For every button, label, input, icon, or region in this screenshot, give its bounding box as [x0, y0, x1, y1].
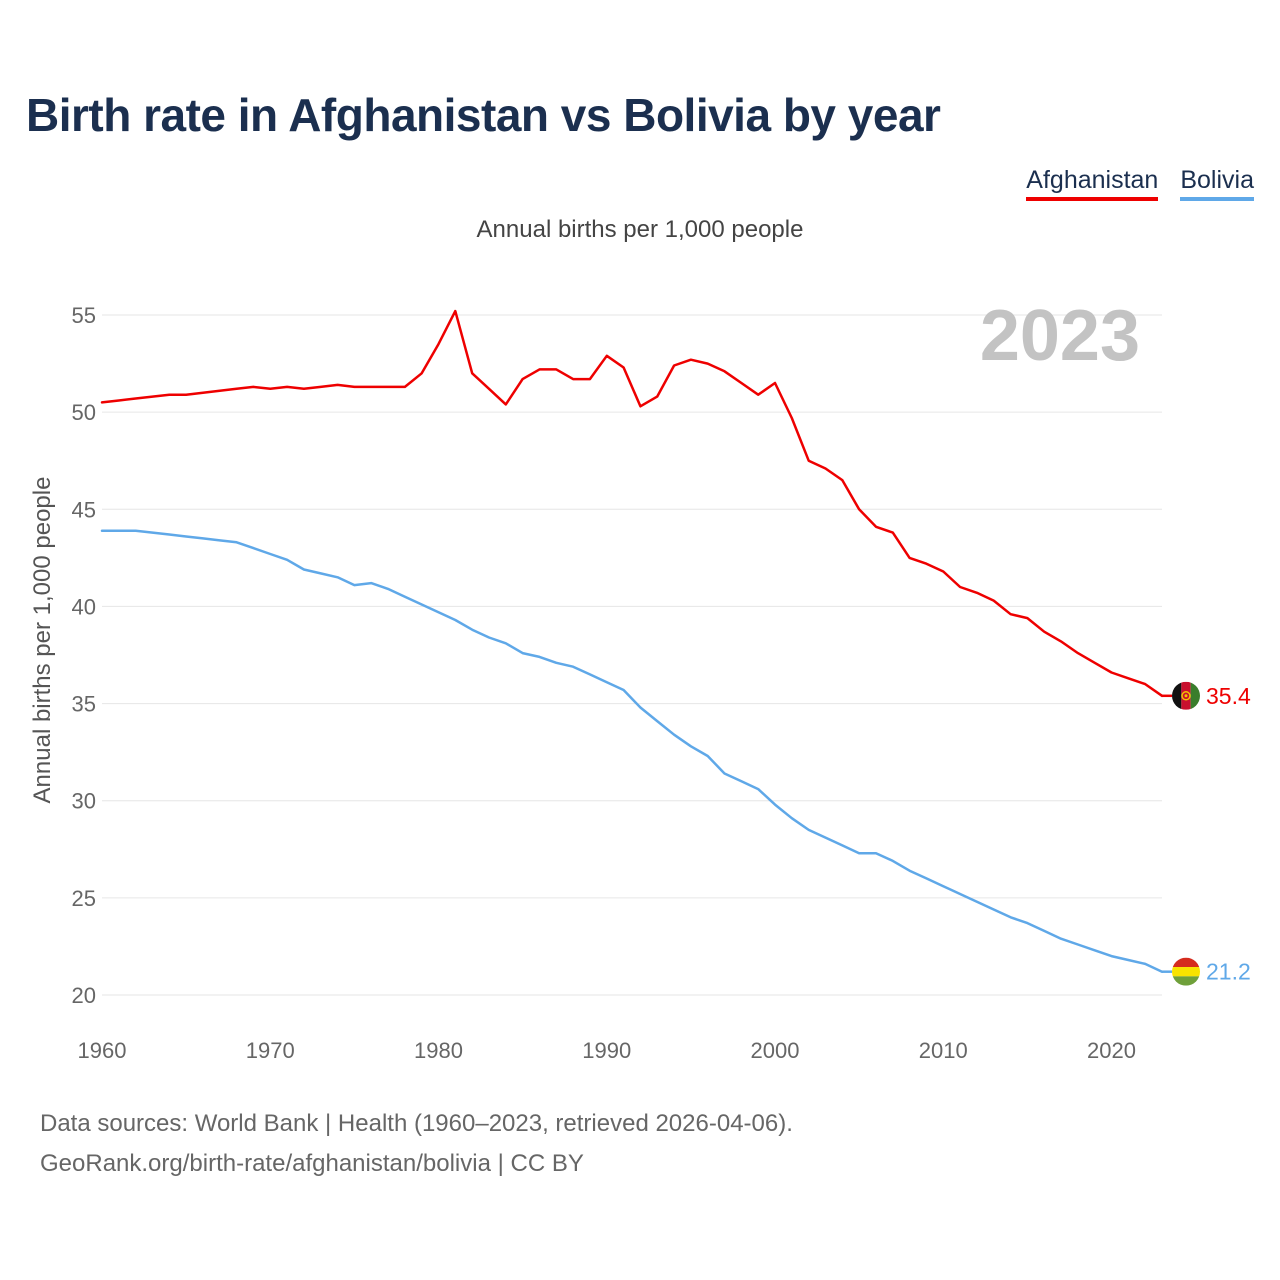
series-line-afghanistan[interactable]: [100, 309, 1164, 698]
y-tick-label-30: 30: [72, 789, 96, 814]
x-axis: 1960 1970 1980 1990 2000 2010 2020: [78, 1038, 1136, 1063]
y-tick-label-45: 45: [72, 497, 96, 522]
year-watermark: 2023: [980, 296, 1140, 376]
x-tick-label-2010: 2010: [919, 1038, 968, 1063]
flag-bolivia-icon: [1172, 957, 1200, 986]
y-tick-label-25: 25: [72, 886, 96, 911]
footer-link[interactable]: GeoRank.org/birth-rate/afghanistan/boliv…: [40, 1150, 584, 1177]
end-markers: 35.4 21.2: [1162, 681, 1251, 986]
legend-item-afghanistan[interactable]: Afghanistan: [1026, 166, 1159, 201]
series-line-bolivia[interactable]: [100, 529, 1164, 973]
chart-title: Birth rate in Afghanistan vs Bolivia by …: [26, 89, 941, 141]
y-tick-label-50: 50: [72, 400, 96, 425]
grid-lines: [102, 314, 1162, 996]
y-tick-label-35: 35: [72, 692, 96, 717]
x-tick-label-2020: 2020: [1087, 1038, 1136, 1063]
chart-subtitle: Annual births per 1,000 people: [476, 216, 804, 243]
legend-item-bolivia[interactable]: Bolivia: [1180, 166, 1254, 201]
x-tick-label-1960: 1960: [78, 1038, 127, 1063]
end-value-label-afghanistan: 35.4: [1206, 683, 1251, 709]
flag-afghanistan-icon: [1172, 681, 1200, 710]
y-tick-label-20: 20: [72, 983, 96, 1008]
x-tick-label-2000: 2000: [751, 1038, 800, 1063]
x-tick-label-1970: 1970: [246, 1038, 295, 1063]
x-tick-label-1980: 1980: [414, 1038, 463, 1063]
y-tick-label-55: 55: [72, 303, 96, 328]
y-axis-label: Annual births per 1,000 people: [29, 477, 56, 804]
end-value-label-bolivia: 21.2: [1206, 959, 1251, 985]
footer-sources: Data sources: World Bank | Health (1960–…: [40, 1110, 793, 1137]
footer: Data sources: World Bank | Health (1960–…: [40, 1104, 793, 1184]
x-tick-label-1990: 1990: [582, 1038, 631, 1063]
y-axis: 20 25 30 35 40 45 50 55: [72, 303, 96, 1008]
series-lines: [100, 309, 1164, 973]
legend: Afghanistan Bolivia: [1026, 166, 1254, 201]
y-tick-label-40: 40: [72, 594, 96, 619]
